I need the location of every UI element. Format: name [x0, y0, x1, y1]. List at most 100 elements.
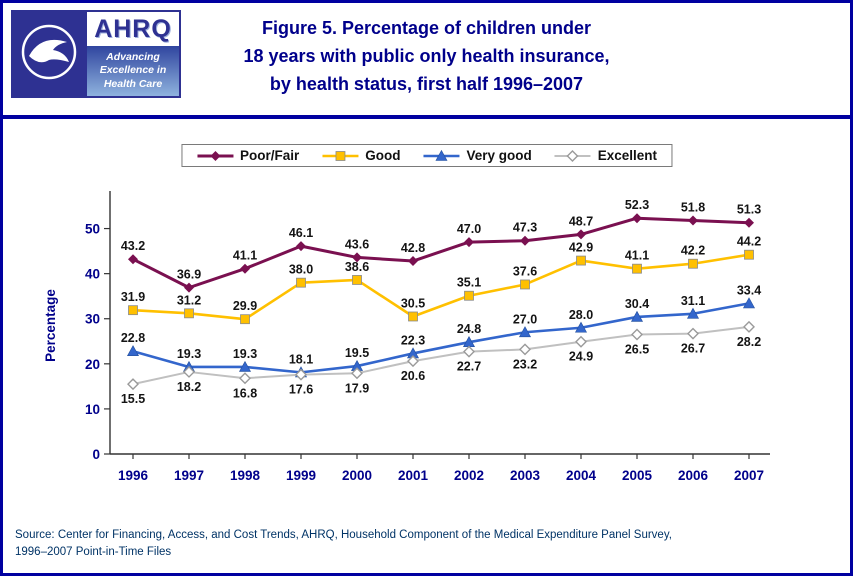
- svg-text:17.9: 17.9: [345, 381, 369, 395]
- svg-text:2000: 2000: [342, 468, 372, 483]
- svg-text:1997: 1997: [174, 468, 204, 483]
- svg-text:1996: 1996: [118, 468, 149, 483]
- svg-text:Percentage: Percentage: [43, 289, 58, 362]
- svg-text:35.1: 35.1: [457, 276, 481, 290]
- svg-text:44.2: 44.2: [737, 235, 761, 249]
- svg-text:42.9: 42.9: [569, 241, 593, 255]
- poor-fair-marker-icon: [196, 149, 234, 163]
- svg-text:22.7: 22.7: [457, 360, 481, 374]
- svg-text:22.8: 22.8: [121, 331, 145, 345]
- svg-text:2005: 2005: [622, 468, 653, 483]
- svg-text:24.8: 24.8: [457, 322, 481, 336]
- svg-text:48.7: 48.7: [569, 214, 593, 228]
- chart-area: 0 10 20 30 40 50 1996 1997 1998 1999 2000 2001 2002 2…: [25, 169, 825, 509]
- svg-text:50: 50: [85, 222, 100, 237]
- svg-text:26.7: 26.7: [681, 342, 705, 356]
- ahrq-tagline-line: Health Care: [103, 77, 163, 90]
- svg-text:19.5: 19.5: [345, 346, 369, 360]
- svg-text:20: 20: [85, 357, 100, 372]
- svg-text:30.4: 30.4: [625, 297, 649, 311]
- ahrq-wordmark: AHRQ: [94, 14, 172, 43]
- chart-legend: Poor/Fair Good Very good Excellent: [180, 144, 673, 167]
- figure-title-line: by health status, first half 1996–2007: [269, 73, 584, 94]
- svg-text:28.0: 28.0: [569, 308, 593, 322]
- legend-item-excellent: Excellent: [554, 148, 657, 163]
- svg-text:19.3: 19.3: [177, 347, 201, 361]
- svg-text:41.1: 41.1: [625, 249, 649, 263]
- svg-text:15.5: 15.5: [121, 392, 145, 406]
- figure-title-line: 18 years with public only health insuran…: [243, 45, 610, 66]
- svg-text:2002: 2002: [454, 468, 484, 483]
- svg-text:23.2: 23.2: [513, 357, 537, 371]
- svg-text:18.2: 18.2: [177, 380, 201, 394]
- svg-text:22.3: 22.3: [401, 333, 425, 347]
- svg-text:42.2: 42.2: [681, 244, 705, 258]
- source-line: Source: Center for Financing, Access, an…: [15, 528, 672, 541]
- svg-text:24.9: 24.9: [569, 350, 593, 364]
- svg-text:51.3: 51.3: [737, 203, 761, 217]
- svg-text:33.4: 33.4: [737, 283, 761, 297]
- ahrq-tagline-line: Excellence in: [99, 64, 167, 77]
- svg-text:37.6: 37.6: [513, 264, 537, 278]
- svg-text:30: 30: [85, 312, 100, 327]
- legend-item-very-good: Very good: [422, 148, 532, 163]
- svg-text:18.1: 18.1: [289, 352, 313, 366]
- legend-label: Good: [365, 148, 401, 163]
- svg-text:16.8: 16.8: [233, 386, 257, 400]
- very-good-marker-icon: [422, 149, 460, 163]
- figure-title-line: Figure 5. Percentage of children under: [261, 18, 592, 38]
- svg-text:0: 0: [92, 447, 100, 462]
- header: AHRQ Advancing Excellence in Health Care…: [3, 3, 850, 115]
- svg-text:1998: 1998: [230, 468, 261, 483]
- svg-text:20.6: 20.6: [401, 369, 425, 383]
- svg-text:52.3: 52.3: [625, 198, 649, 212]
- svg-text:43.2: 43.2: [121, 239, 145, 253]
- svg-text:30.5: 30.5: [401, 296, 425, 310]
- svg-text:38.0: 38.0: [289, 263, 313, 277]
- svg-text:43.6: 43.6: [345, 237, 369, 251]
- line-chart: 0 10 20 30 40 50 1996 1997 1998 1999 2000 2001 2002 2…: [43, 191, 770, 483]
- excellent-marker-icon: [554, 149, 592, 163]
- svg-text:28.2: 28.2: [737, 335, 761, 349]
- legend-item-poor-fair: Poor/Fair: [196, 148, 299, 163]
- legend-label: Excellent: [597, 148, 658, 163]
- svg-text:27.0: 27.0: [513, 312, 537, 326]
- svg-text:46.1: 46.1: [289, 226, 313, 240]
- svg-text:19.3: 19.3: [233, 347, 257, 361]
- ahrq-tagline: Advancing Excellence in Health Care: [87, 46, 179, 96]
- svg-text:51.8: 51.8: [681, 200, 705, 214]
- hhs-ahrq-logo: AHRQ Advancing Excellence in Health Care: [11, 10, 181, 98]
- svg-text:26.5: 26.5: [625, 343, 649, 357]
- svg-text:1999: 1999: [286, 468, 316, 483]
- svg-text:2004: 2004: [566, 468, 597, 483]
- svg-text:31.1: 31.1: [681, 294, 705, 308]
- ahrq-tagline-line: Advancing: [106, 50, 160, 63]
- svg-text:31.2: 31.2: [177, 293, 201, 307]
- svg-text:47.0: 47.0: [457, 222, 481, 236]
- hhs-eagle-icon: [19, 22, 79, 87]
- svg-text:38.6: 38.6: [345, 260, 369, 274]
- svg-text:42.8: 42.8: [401, 241, 425, 255]
- svg-text:31.9: 31.9: [121, 290, 145, 304]
- header-divider: [3, 115, 850, 119]
- legend-label: Very good: [466, 148, 532, 163]
- ahrq-logo: AHRQ Advancing Excellence in Health Care: [87, 10, 181, 98]
- svg-text:2001: 2001: [398, 468, 429, 483]
- hhs-seal-logo: [11, 10, 87, 98]
- svg-text:2007: 2007: [734, 468, 764, 483]
- figure-title: Figure 5. Percentage of children under 1…: [3, 15, 850, 99]
- svg-text:36.9: 36.9: [177, 268, 201, 282]
- source-note: Source: Center for Financing, Access, an…: [15, 527, 672, 562]
- good-marker-icon: [321, 149, 359, 163]
- svg-text:2003: 2003: [510, 468, 541, 483]
- svg-text:29.9: 29.9: [233, 299, 257, 313]
- legend-label: Poor/Fair: [239, 148, 300, 163]
- svg-text:17.6: 17.6: [289, 383, 313, 397]
- svg-text:41.1: 41.1: [233, 249, 257, 263]
- source-line: 1996–2007 Point-in-Time Files: [15, 545, 172, 558]
- legend-item-good: Good: [321, 148, 400, 163]
- svg-text:40: 40: [85, 267, 100, 282]
- svg-text:10: 10: [85, 402, 100, 417]
- svg-text:2006: 2006: [678, 468, 709, 483]
